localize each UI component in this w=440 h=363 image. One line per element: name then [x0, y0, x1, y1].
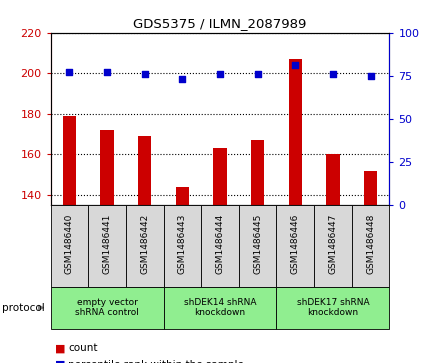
Point — [103, 69, 110, 75]
Bar — [88, 205, 126, 287]
Bar — [164, 287, 276, 329]
Point — [292, 62, 299, 68]
Bar — [164, 205, 201, 287]
Text: percentile rank within the sample: percentile rank within the sample — [68, 360, 244, 363]
Text: shDEK14 shRNA
knockdown: shDEK14 shRNA knockdown — [184, 298, 256, 317]
Bar — [176, 187, 189, 363]
Bar — [314, 205, 352, 287]
Text: GSM1486442: GSM1486442 — [140, 214, 149, 274]
Text: protocol: protocol — [2, 303, 45, 313]
Text: ■: ■ — [55, 343, 66, 354]
Point — [254, 71, 261, 77]
Point — [66, 69, 73, 75]
Bar — [352, 205, 389, 287]
Bar — [126, 205, 164, 287]
Bar — [213, 148, 227, 363]
Text: GSM1486446: GSM1486446 — [291, 214, 300, 274]
Text: ■: ■ — [55, 360, 66, 363]
Point — [216, 71, 224, 77]
Bar — [201, 205, 239, 287]
Text: GSM1486440: GSM1486440 — [65, 214, 74, 274]
Point — [179, 76, 186, 82]
Point — [141, 71, 148, 77]
Bar — [63, 116, 76, 363]
Point — [330, 71, 337, 77]
Text: count: count — [68, 343, 98, 354]
Text: shDEK17 shRNA
knockdown: shDEK17 shRNA knockdown — [297, 298, 369, 317]
Bar — [100, 130, 114, 363]
Bar — [276, 205, 314, 287]
Bar — [289, 59, 302, 363]
Bar — [364, 171, 377, 363]
Bar — [326, 154, 340, 363]
Text: GSM1486445: GSM1486445 — [253, 214, 262, 274]
Bar — [138, 136, 151, 363]
Text: GSM1486444: GSM1486444 — [216, 214, 224, 274]
Bar — [51, 287, 164, 329]
Point — [367, 73, 374, 79]
Bar — [51, 205, 88, 287]
Bar — [251, 140, 264, 363]
Text: GSM1486443: GSM1486443 — [178, 214, 187, 274]
Bar — [276, 287, 389, 329]
Text: GSM1486448: GSM1486448 — [366, 214, 375, 274]
Text: GSM1486447: GSM1486447 — [328, 214, 337, 274]
Title: GDS5375 / ILMN_2087989: GDS5375 / ILMN_2087989 — [133, 17, 307, 30]
Text: GSM1486441: GSM1486441 — [103, 214, 112, 274]
Bar — [239, 205, 276, 287]
Text: empty vector
shRNA control: empty vector shRNA control — [75, 298, 139, 317]
